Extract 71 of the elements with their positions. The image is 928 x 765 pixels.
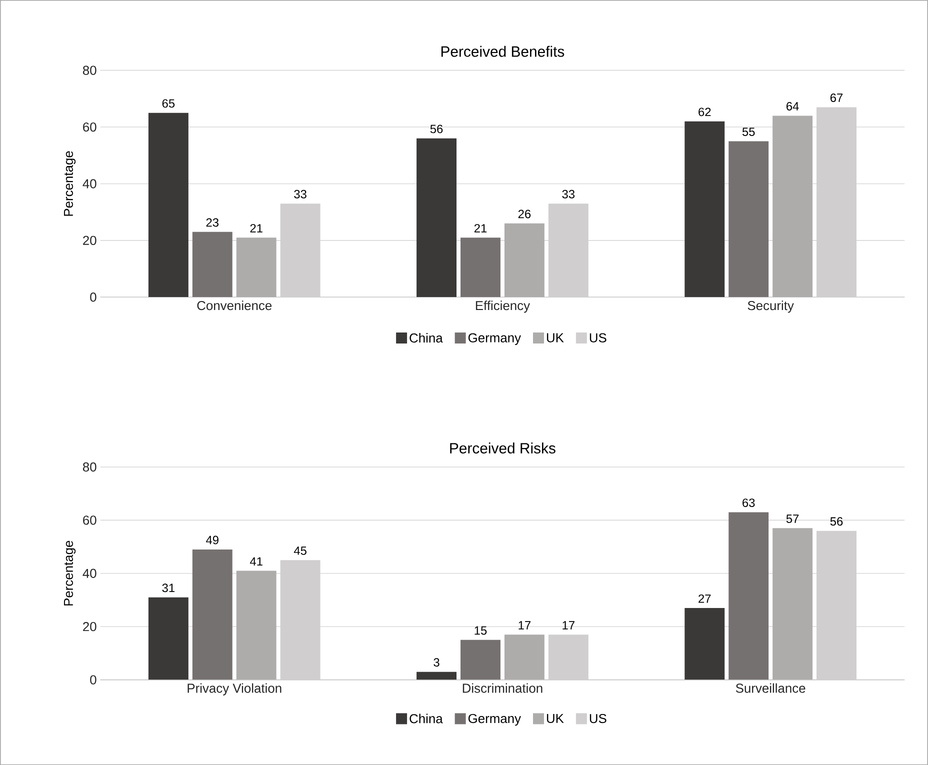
data-label: 31	[162, 584, 174, 592]
bar	[772, 528, 813, 680]
bar	[548, 634, 588, 680]
y-tick-label: 80	[82, 66, 96, 75]
bar	[728, 141, 769, 298]
y-axis-title: Percentage	[64, 151, 76, 216]
data-label: 49	[206, 536, 218, 544]
legend-label: UK	[546, 333, 564, 342]
legend-label: Germany	[468, 714, 521, 726]
y-tick-label: 40	[82, 568, 96, 578]
data-label: 33	[562, 190, 575, 198]
data-label: 64	[786, 102, 799, 110]
y-tick-label: 80	[82, 462, 96, 472]
data-label: 67	[830, 93, 843, 102]
y-tick-label: 20	[83, 622, 96, 632]
x-tick-label: Convenience	[197, 300, 272, 310]
x-tick-label: Surveillance	[736, 683, 806, 693]
x-tick-label: Privacy Violation	[188, 683, 282, 696]
x-tick-label: Efficiency	[476, 300, 530, 313]
data-label: 3	[434, 658, 440, 667]
legend-label: US	[590, 714, 606, 724]
legend-label: US	[590, 333, 606, 342]
data-label: 21	[250, 224, 262, 232]
data-label: 41	[250, 557, 262, 566]
data-label: 21	[474, 224, 487, 232]
bar	[504, 223, 544, 298]
data-label: 45	[294, 546, 306, 555]
y-tick-label: 0	[90, 292, 96, 302]
y-tick-label: 60	[83, 122, 96, 132]
bar	[460, 640, 500, 680]
data-label: 62	[698, 108, 711, 116]
y-tick-label: 40	[82, 179, 96, 188]
bar	[772, 116, 813, 298]
x-tick-label: Security	[748, 300, 794, 313]
data-label: 56	[830, 517, 843, 526]
data-label: 17	[518, 621, 530, 630]
data-label: 33	[294, 190, 306, 198]
data-label: 55	[742, 128, 755, 136]
bar	[192, 549, 232, 680]
legend-label: China	[410, 332, 443, 343]
bar	[416, 672, 457, 680]
data-label: 26	[518, 210, 531, 218]
y-axis-title: Percentage	[64, 540, 76, 606]
bar	[684, 608, 725, 680]
data-label: 23	[206, 218, 219, 227]
bar	[148, 112, 188, 298]
data-label: 17	[562, 621, 574, 630]
y-tick-label: 0	[90, 675, 96, 684]
y-tick-label: 20	[83, 236, 96, 245]
data-label: 15	[474, 626, 487, 635]
x-tick-label: Discrimination	[462, 683, 542, 693]
bar	[192, 232, 232, 298]
bar	[236, 238, 276, 298]
bar	[684, 121, 725, 298]
data-label: 56	[430, 124, 443, 134]
legend-label: China	[410, 714, 443, 724]
legend-label: Germany	[468, 333, 521, 345]
data-label: 63	[742, 498, 755, 507]
chart-title: Perceived Benefits	[441, 46, 564, 57]
bar	[728, 512, 769, 680]
chart-title: Perceived Risks	[450, 442, 556, 454]
bar	[416, 138, 457, 298]
data-label: 27	[698, 594, 711, 603]
data-label: 65	[162, 99, 175, 108]
bar	[460, 238, 500, 298]
y-tick-label: 60	[83, 516, 96, 525]
bar	[504, 634, 544, 680]
bar	[236, 570, 276, 680]
legend-label: UK	[546, 714, 564, 723]
bar	[148, 597, 188, 680]
data-label: 57	[786, 514, 799, 523]
